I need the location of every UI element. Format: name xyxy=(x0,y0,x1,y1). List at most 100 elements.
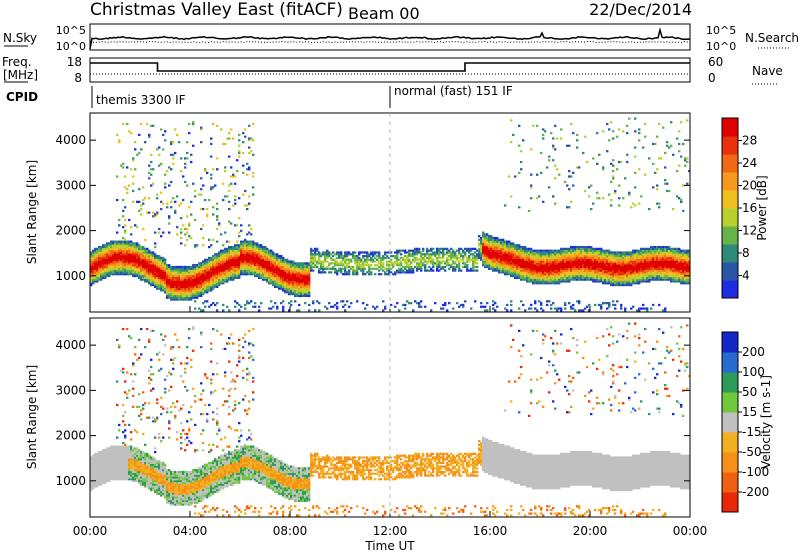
power-cell xyxy=(496,260,499,263)
power-cell xyxy=(414,247,417,250)
power-cell xyxy=(548,262,551,265)
power-cell xyxy=(174,271,177,274)
power-cell xyxy=(294,276,297,279)
power-cell xyxy=(238,256,241,260)
power-cell xyxy=(122,166,125,169)
power-cell xyxy=(556,251,559,254)
power-cell xyxy=(282,271,285,274)
power-cell xyxy=(222,251,225,254)
power-cell xyxy=(174,273,177,276)
power-cell xyxy=(200,128,203,131)
power-cell xyxy=(158,276,161,279)
power-cell xyxy=(490,255,493,258)
power-cell xyxy=(490,264,493,267)
power-cell xyxy=(214,278,217,281)
power-cell xyxy=(614,307,617,310)
power-cell xyxy=(548,278,551,281)
power-cell xyxy=(282,287,285,290)
power-cell xyxy=(176,233,179,236)
power-cell xyxy=(290,269,293,272)
power-cell xyxy=(318,251,321,254)
power-cell xyxy=(570,262,573,265)
power-cell xyxy=(160,264,163,267)
power-cell xyxy=(184,157,187,160)
power-cell xyxy=(562,280,565,283)
power-cell xyxy=(240,229,243,232)
power-cell xyxy=(566,144,569,147)
power-cell xyxy=(530,173,533,176)
power-cell xyxy=(168,267,171,270)
power-cell xyxy=(188,294,191,298)
power-cell xyxy=(282,258,285,261)
power-cell xyxy=(596,255,599,258)
power-cell xyxy=(294,274,297,278)
power-cell xyxy=(208,260,211,263)
power-cell xyxy=(630,274,633,278)
power-cell xyxy=(414,258,417,261)
power-cell xyxy=(416,256,419,260)
power-cell xyxy=(92,267,95,270)
power-cell xyxy=(632,273,635,276)
power-cell xyxy=(308,269,311,272)
power-cell xyxy=(156,255,159,258)
power-cell xyxy=(534,251,537,254)
power-cell xyxy=(174,276,177,279)
power-cell xyxy=(90,253,93,256)
power-cell xyxy=(324,258,327,261)
power-cell xyxy=(194,278,197,281)
power-cell xyxy=(184,233,187,236)
power-cell xyxy=(226,280,229,283)
power-cell xyxy=(270,267,273,270)
power-cell xyxy=(114,258,117,261)
power-cell xyxy=(558,278,561,281)
power-cell xyxy=(332,258,335,261)
power-cell xyxy=(606,260,609,263)
power-cell xyxy=(528,276,531,279)
power-cell xyxy=(506,255,509,258)
power-cell xyxy=(142,278,145,281)
power-cell xyxy=(436,260,439,263)
power-cell xyxy=(240,271,243,274)
power-cell xyxy=(406,256,409,260)
power-cell xyxy=(92,262,95,265)
power-cell xyxy=(212,278,215,281)
power-cell xyxy=(404,303,407,307)
power-cell xyxy=(560,255,563,258)
power-cell xyxy=(560,249,563,252)
power-cell xyxy=(212,280,215,283)
power-cell xyxy=(578,273,581,276)
power-cell xyxy=(504,262,507,265)
power-cell xyxy=(304,274,307,278)
power-cell xyxy=(186,157,189,160)
power-cell xyxy=(330,262,333,265)
power-cell xyxy=(260,262,263,265)
power-cell xyxy=(578,278,581,281)
power-cell xyxy=(472,253,475,256)
power-cell xyxy=(416,247,419,250)
power-cell xyxy=(230,262,233,265)
power-cell xyxy=(496,251,499,254)
power-cell xyxy=(398,264,401,267)
power-cell xyxy=(400,269,403,272)
power-cell xyxy=(168,273,171,276)
power-cell xyxy=(182,175,185,178)
power-cell xyxy=(252,256,255,260)
power-cell xyxy=(622,265,625,269)
power-cell xyxy=(150,283,153,287)
power-cell xyxy=(602,273,605,276)
power-cell xyxy=(514,251,517,254)
power-cell xyxy=(136,247,139,250)
power-cell xyxy=(156,278,159,281)
power-cell xyxy=(546,267,549,270)
power-cell xyxy=(264,262,267,265)
power-cell xyxy=(528,267,531,270)
power-cell xyxy=(286,258,289,261)
power-cell xyxy=(580,260,583,263)
power-cell xyxy=(358,260,361,263)
power-cell xyxy=(532,124,535,127)
power-cell xyxy=(588,271,591,274)
power-cell xyxy=(600,253,603,256)
power-cell xyxy=(256,260,259,263)
power-cell xyxy=(628,255,631,258)
power-cell xyxy=(620,251,623,254)
